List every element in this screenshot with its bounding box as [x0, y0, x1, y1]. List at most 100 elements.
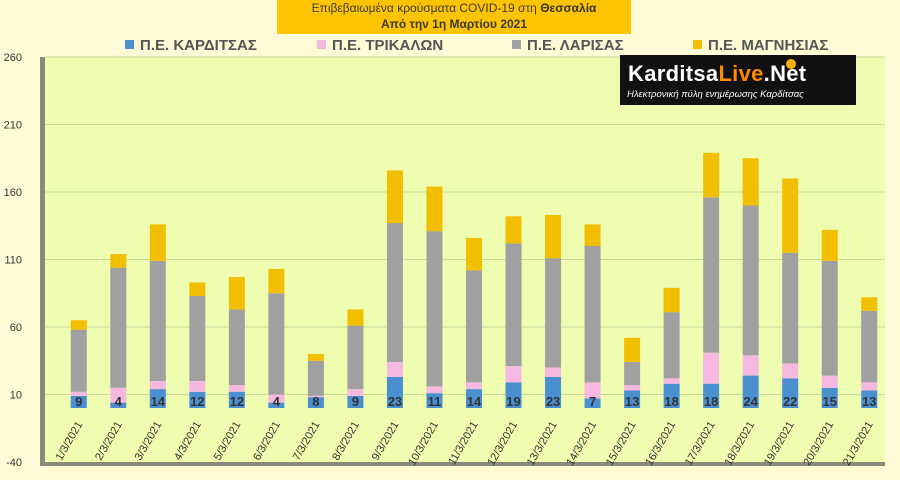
- bar-segment: [742, 375, 759, 408]
- chart-title: Επιβεβαιωμένα κρούσματα COVID-19 στη Θεσ…: [311, 1, 597, 15]
- bar-segment: [189, 282, 206, 296]
- bar-segment: [466, 270, 482, 383]
- bar-segment: [70, 320, 87, 330]
- y-tick-label: 60: [10, 322, 22, 334]
- bar-segment: [584, 224, 601, 246]
- bar-segment: [347, 309, 364, 326]
- chart-subtitle: Από την 1η Μαρτίου 2021: [380, 17, 528, 31]
- bar-segment: [347, 325, 364, 390]
- bar-segment: [426, 231, 443, 387]
- plot-bottom-shadow: [40, 462, 885, 466]
- y-tick-label: 210: [4, 120, 22, 132]
- bar-segment: [466, 389, 482, 408]
- data-label: 9: [75, 394, 82, 409]
- bar-segment: [821, 375, 838, 388]
- bar-segment: [228, 277, 245, 310]
- data-labels: 9 4 14 12 12 4 8 9 23 11 14 19 23 7 13 18 18 24 22 15 13: [75, 394, 876, 409]
- bar-segment: [545, 258, 562, 368]
- legend-item-karditsa: Π.Ε. ΚΑΡΔΙΤΣΑΣ: [125, 37, 257, 54]
- data-label: 19: [506, 394, 520, 409]
- legend-item-magnisia: Π.Ε. ΜΑΓΝΗΣΙΑΣ: [693, 37, 828, 54]
- data-label: 18: [704, 394, 718, 409]
- data-label: 15: [822, 394, 836, 409]
- bar-segment: [466, 382, 482, 390]
- legend-swatch-magnisia: [693, 40, 702, 49]
- bar-segment: [228, 309, 245, 386]
- bar-segment: [703, 197, 720, 353]
- y-tick-label: 260: [4, 52, 22, 64]
- bar-segment: [742, 158, 759, 206]
- data-label: 13: [625, 394, 639, 409]
- plot-left-shadow: [40, 57, 45, 462]
- bar-segment: [70, 329, 87, 392]
- bar-segment: [505, 382, 522, 408]
- chart-title-box: Επιβεβαιωμένα κρούσματα COVID-19 στη Θεσ…: [277, 0, 631, 34]
- bar-segment: [545, 214, 562, 259]
- bar-segment: [782, 178, 799, 253]
- legend-swatch-trikala: [317, 40, 326, 49]
- bar-segment: [624, 390, 641, 408]
- bar-segment: [782, 363, 799, 379]
- data-label: 23: [546, 394, 560, 409]
- bar-segment: [821, 387, 838, 408]
- data-label: 9: [352, 394, 359, 409]
- bar-segment: [347, 395, 364, 408]
- bar-segment: [624, 362, 641, 386]
- y-tick-label: 10: [10, 390, 22, 402]
- bar-segment: [861, 382, 878, 391]
- logo-dot-icon: [786, 59, 796, 69]
- bar-segment: [268, 402, 285, 408]
- bar-segment: [386, 170, 403, 224]
- bar-segment: [584, 246, 601, 383]
- bar-segment: [228, 385, 245, 392]
- bar-segment: [584, 382, 601, 399]
- data-label: 4: [273, 394, 281, 409]
- bar-segment: [742, 205, 759, 356]
- bar-segment: [110, 254, 127, 268]
- bar-segment: [386, 376, 403, 408]
- bar-segment: [505, 243, 522, 367]
- data-label: 14: [467, 394, 482, 409]
- data-label: 11: [428, 394, 442, 409]
- bar-segment: [228, 391, 245, 408]
- bar-segment: [663, 287, 680, 313]
- bar-segment: [821, 260, 838, 376]
- bar-segment: [307, 397, 324, 408]
- bar-segment: [189, 295, 206, 381]
- data-label: 22: [783, 394, 797, 409]
- bar-segment: [268, 293, 285, 395]
- legend-item-larisa: Π.Ε. ΛΑΡΙΣΑΣ: [512, 37, 624, 54]
- data-label: 12: [190, 394, 204, 409]
- bar-segment: [426, 186, 443, 232]
- data-label: 7: [589, 394, 596, 409]
- data-label: 4: [115, 394, 123, 409]
- legend-swatch-larisa: [512, 40, 521, 49]
- bar-segment: [149, 224, 166, 261]
- bar-segment: [110, 267, 127, 388]
- data-label: 14: [151, 394, 166, 409]
- bar-segment: [861, 310, 878, 383]
- bar-segment: [426, 393, 443, 408]
- bar-segment: [703, 152, 720, 198]
- bar-segment: [149, 389, 166, 408]
- bar-segment: [347, 389, 364, 396]
- bar-segment: [703, 352, 720, 384]
- bar-segment: [861, 390, 878, 408]
- bar-segment: [189, 381, 206, 392]
- bar-segment: [268, 268, 285, 294]
- bar-segment: [663, 378, 680, 384]
- bar-segment: [545, 367, 562, 377]
- bars: [70, 152, 878, 408]
- data-label: 23: [388, 394, 402, 409]
- data-label: 12: [230, 394, 244, 409]
- legend-swatch-karditsa: [125, 40, 134, 49]
- bar-segment: [149, 260, 166, 381]
- y-tick-label: 110: [4, 255, 22, 267]
- bar-segment: [742, 355, 759, 376]
- bar-segment: [70, 395, 87, 408]
- bar-segment: [386, 362, 403, 377]
- logo-tagline: Ηλεκτρονική πύλη ενημέρωσης Καρδίτσας: [627, 89, 804, 100]
- y-tick-label: -40: [6, 457, 22, 469]
- bar-segment: [110, 402, 127, 408]
